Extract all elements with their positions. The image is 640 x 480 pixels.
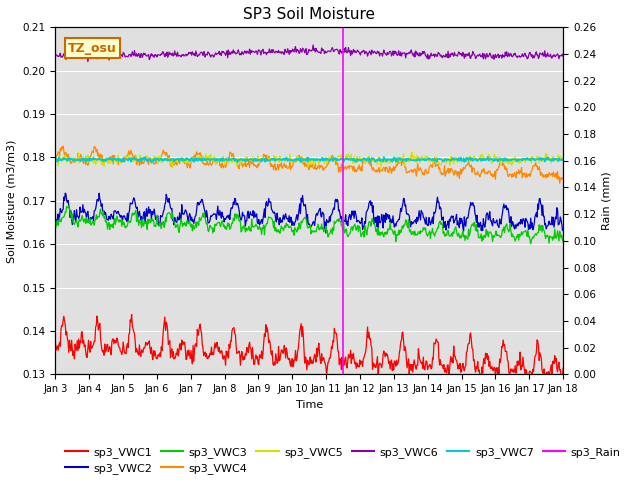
sp3_VWC1 <box>387 366 394 372</box>
sp3_VWC2 <box>322 230 330 236</box>
sp3_VWC1 <box>192 341 200 347</box>
sp3_VWC6 <box>51 51 59 57</box>
sp3_VWC6 <box>192 48 200 54</box>
sp3_VWC6 <box>387 49 395 55</box>
sp3_VWC2 <box>61 197 68 203</box>
sp3_VWC7 <box>387 157 395 163</box>
Line: sp3_VWC2: sp3_VWC2 <box>55 193 563 233</box>
Line: sp3_VWC4: sp3_VWC4 <box>55 146 563 183</box>
sp3_VWC5 <box>371 157 378 163</box>
sp3_VWC7 <box>51 157 59 163</box>
sp3_VWC2 <box>165 195 173 201</box>
sp3_VWC3 <box>61 212 68 218</box>
sp3_VWC7 <box>113 156 120 162</box>
sp3_VWC2 <box>61 190 69 196</box>
Text: TZ_osu: TZ_osu <box>68 42 116 55</box>
sp3_VWC5 <box>51 152 59 158</box>
sp3_Rain <box>386 372 394 377</box>
sp3_VWC7 <box>165 157 173 163</box>
sp3_VWC3 <box>192 219 200 225</box>
sp3_VWC6 <box>84 59 92 64</box>
sp3_VWC1 <box>559 365 567 371</box>
sp3_VWC7 <box>61 156 68 162</box>
sp3_VWC1 <box>128 312 136 317</box>
sp3_VWC1 <box>61 318 68 324</box>
sp3_VWC5 <box>387 160 394 166</box>
X-axis label: Time: Time <box>296 400 323 409</box>
sp3_VWC4 <box>51 154 59 159</box>
Line: sp3_VWC5: sp3_VWC5 <box>55 153 563 168</box>
sp3_VWC7 <box>372 157 380 163</box>
sp3_VWC3 <box>387 220 394 226</box>
sp3_VWC4 <box>387 165 394 170</box>
sp3_VWC1 <box>544 377 552 383</box>
sp3_VWC3 <box>527 241 534 247</box>
sp3_VWC3 <box>114 216 122 222</box>
sp3_VWC2 <box>51 222 59 228</box>
sp3_VWC1 <box>165 340 173 346</box>
sp3_VWC3 <box>559 239 567 244</box>
sp3_VWC3 <box>65 204 72 209</box>
sp3_VWC5 <box>377 166 385 171</box>
sp3_VWC5 <box>408 150 416 156</box>
sp3_VWC2 <box>372 215 380 220</box>
sp3_Rain <box>559 372 567 377</box>
sp3_Rain <box>191 372 199 377</box>
Line: sp3_VWC1: sp3_VWC1 <box>55 314 563 380</box>
sp3_VWC5 <box>164 156 172 162</box>
sp3_VWC4 <box>114 156 122 162</box>
sp3_VWC6 <box>309 42 317 48</box>
Line: sp3_VWC7: sp3_VWC7 <box>55 157 563 162</box>
sp3_VWC1 <box>51 338 59 344</box>
sp3_VWC4 <box>60 144 67 149</box>
sp3_VWC2 <box>192 213 200 218</box>
sp3_VWC6 <box>61 53 68 59</box>
sp3_VWC2 <box>387 216 395 222</box>
sp3_VWC4 <box>559 177 567 182</box>
sp3_VWC6 <box>559 51 567 57</box>
sp3_VWC5 <box>61 154 68 159</box>
sp3_Rain <box>51 372 59 377</box>
sp3_VWC4 <box>371 168 379 174</box>
sp3_VWC7 <box>141 154 149 160</box>
sp3_VWC7 <box>192 156 200 162</box>
sp3_VWC3 <box>51 227 59 232</box>
sp3_VWC4 <box>61 150 69 156</box>
Legend: sp3_VWC1, sp3_VWC2, sp3_VWC3, sp3_VWC4, sp3_VWC5, sp3_VWC6, sp3_VWC7, sp3_Rain: sp3_VWC1, sp3_VWC2, sp3_VWC3, sp3_VWC4, … <box>61 443 625 479</box>
Title: SP3 Soil Moisture: SP3 Soil Moisture <box>243 7 375 22</box>
sp3_VWC7 <box>234 159 241 165</box>
sp3_Rain <box>371 372 378 377</box>
sp3_VWC5 <box>191 156 199 162</box>
sp3_Rain <box>61 372 68 377</box>
Line: sp3_VWC6: sp3_VWC6 <box>55 45 563 61</box>
Y-axis label: Soil Moisture (m3/m3): Soil Moisture (m3/m3) <box>7 139 17 263</box>
sp3_VWC6 <box>114 50 122 56</box>
sp3_VWC5 <box>559 155 567 160</box>
sp3_Rain <box>164 372 172 377</box>
sp3_VWC3 <box>165 210 173 216</box>
sp3_VWC4 <box>165 153 173 158</box>
sp3_VWC6 <box>165 49 173 55</box>
sp3_VWC7 <box>559 158 567 164</box>
Y-axis label: Rain (mm): Rain (mm) <box>602 171 612 230</box>
sp3_VWC5 <box>113 160 120 166</box>
sp3_VWC3 <box>371 225 379 230</box>
Line: sp3_VWC3: sp3_VWC3 <box>55 206 563 244</box>
sp3_VWC1 <box>371 364 379 370</box>
sp3_Rain <box>113 372 120 377</box>
sp3_VWC4 <box>192 151 200 157</box>
sp3_VWC2 <box>114 209 122 215</box>
sp3_VWC1 <box>113 335 120 341</box>
sp3_VWC2 <box>559 226 567 232</box>
sp3_VWC4 <box>556 180 563 186</box>
sp3_VWC6 <box>372 51 380 57</box>
